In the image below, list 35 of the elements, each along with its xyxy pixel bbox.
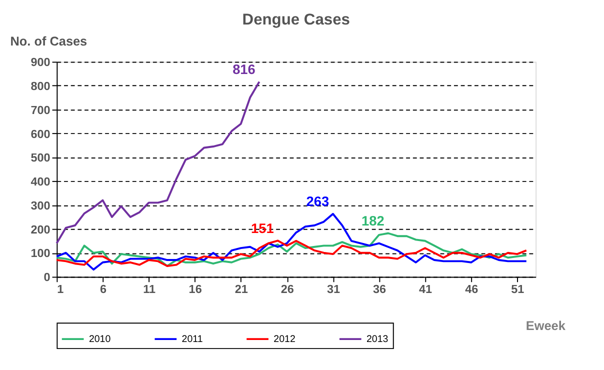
annotation: 182 [362, 213, 385, 228]
y-tick-label: 700 [30, 104, 51, 117]
y-tick-label: 0 [44, 271, 51, 284]
annotation: 151 [250, 220, 274, 236]
line-series [56, 212, 528, 271]
x-tick-label: 21 [234, 282, 248, 296]
y-tick-label: 500 [30, 152, 51, 165]
x-tick-label: 11 [143, 282, 156, 296]
x-tick-label: 36 [372, 282, 387, 296]
legend-label: 2010 [88, 334, 112, 345]
y-tick-label: 200 [30, 223, 51, 236]
x-tick-label: 51 [511, 282, 525, 296]
x-tick-label: 26 [280, 282, 294, 296]
chart-title: Dengue Cases [242, 12, 350, 29]
y-tick-label: 100 [30, 247, 51, 260]
annotation: 263 [306, 194, 330, 210]
x-tick-label: 6 [100, 282, 107, 296]
y-tick-label: 600 [30, 128, 51, 141]
annotation: 816 [232, 62, 256, 77]
x-tick-label: 31 [326, 282, 340, 296]
y-tick-label: 400 [30, 176, 51, 189]
x-tick-label: 16 [188, 282, 202, 296]
y-tick-label: 800 [30, 80, 51, 94]
legend-label: 2013 [366, 334, 388, 345]
y-axis-title: No. of Cases [10, 34, 88, 49]
y-tick-label: 300 [30, 199, 51, 212]
x-axis-title: Eweek [526, 319, 566, 333]
legend-label: 2012 [274, 334, 296, 345]
line-series [56, 232, 528, 267]
x-tick-label: 41 [419, 282, 433, 296]
line-series [56, 240, 528, 267]
y-tick-label: 900 [30, 56, 51, 70]
x-tick-label: 1 [57, 282, 64, 296]
legend-label: 2011 [182, 334, 203, 345]
x-tick-label: 46 [465, 282, 479, 296]
